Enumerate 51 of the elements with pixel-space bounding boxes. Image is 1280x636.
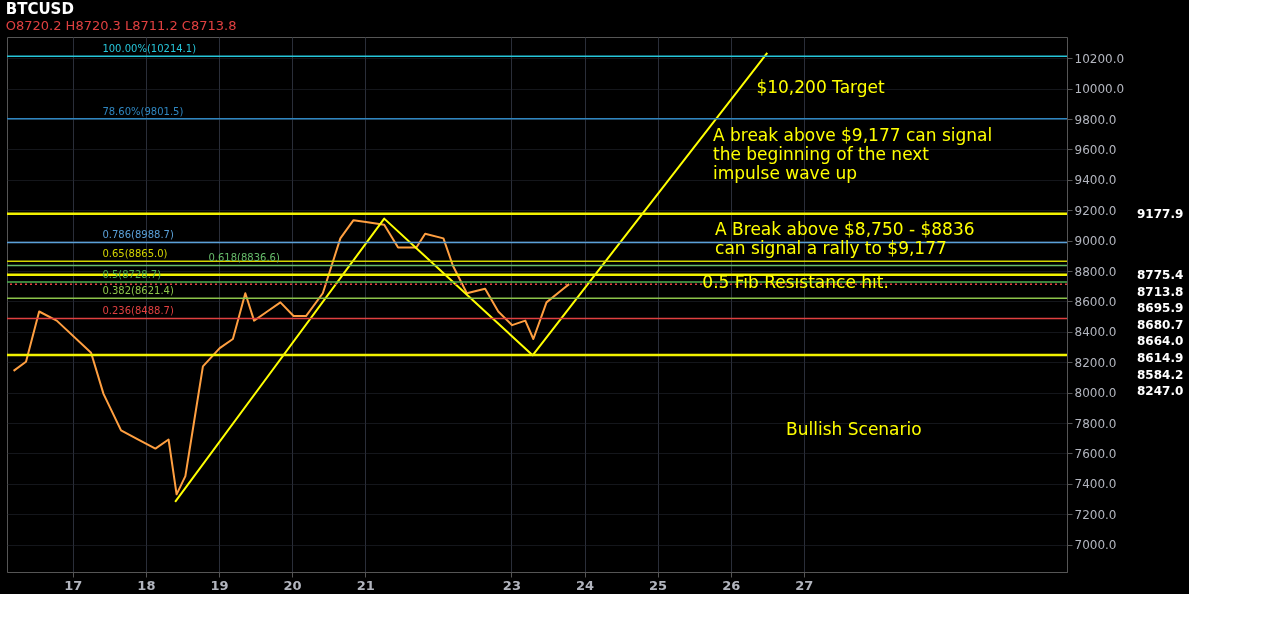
y-tick-label: 9600.0 [1074,142,1117,157]
y-tick-label: 8600.0 [1074,294,1117,309]
y-tick-label: 7600.0 [1074,446,1117,461]
text: 8695.9 [1137,301,1184,316]
x-tick-label: 17 [64,577,83,593]
ref-line-label: 0.65(8865.0) [102,248,168,260]
text: 8247.0 [1137,384,1184,399]
annotation: A Break above $8,750 - $8836 can signal a rally to $9,177 [715,218,975,258]
y-tick-label: 8400.0 [1074,325,1117,340]
chart-subtitle: O8720.2 H8720.3 L8711.2 C8713.8 [5,18,237,33]
x-tick-label: 25 [649,577,668,593]
text: 9177.9 [1137,206,1184,221]
annotation: $10,200 Target [756,76,886,97]
ref-line-label: 0.786(8988.7) [102,229,174,241]
y-tick-label: 9800.0 [1074,112,1117,127]
y-tick-label: 8200.0 [1074,355,1117,370]
text: 8713.8 [1137,284,1184,299]
y-tick-label: 8800.0 [1074,264,1117,279]
annotation: Bullish Scenario [786,419,922,440]
y-tick-label: 7800.0 [1074,416,1117,431]
chart-title: BTCUSD [5,0,74,18]
y-tick-label: 7000.0 [1074,538,1117,553]
line-series [12,219,571,496]
ref-line-label: 100.00%(10214.1) [102,43,197,55]
x-tick-label: 24 [575,577,595,593]
text: 8584.2 [1137,367,1184,382]
annotation: A break above $9,177 can signal the beginning of the next impulse wave up [712,124,993,183]
text: 8775.4 [1137,268,1184,283]
y-tick-label: 10000.0 [1074,82,1125,97]
y-tick-label: 8000.0 [1074,386,1117,401]
ref-line-label: 0.5(8728.7) [102,268,162,280]
x-tick-label: 18 [137,577,156,593]
y-tick-label: 9400.0 [1074,173,1117,188]
x-tick-label: 23 [502,577,521,593]
x-tick-label: 26 [722,577,741,593]
ref-line-label: 0.382(8621.4) [102,285,174,297]
ref-line-label: 78.60%(9801.5) [102,105,184,117]
y-tick-label: 7400.0 [1074,477,1117,492]
x-tick-label: 27 [795,577,814,593]
text: 8664.0 [1137,334,1184,349]
y-tick-label: 10200.0 [1074,51,1125,66]
x-tick-label: 20 [283,577,302,593]
x-tick-label: 19 [210,577,229,593]
x-tick-label: 21 [356,577,375,593]
text: 8680.7 [1137,317,1184,332]
y-tick-label: 9000.0 [1074,234,1117,249]
y-tick-label: 9200.0 [1074,203,1117,218]
y-tick-label: 7200.0 [1074,507,1117,522]
annotation: 0.5 Fib Resistance hit. [702,272,889,293]
ref-line-label: 0.236(8488.7) [102,305,174,317]
text: 8614.9 [1137,351,1184,365]
